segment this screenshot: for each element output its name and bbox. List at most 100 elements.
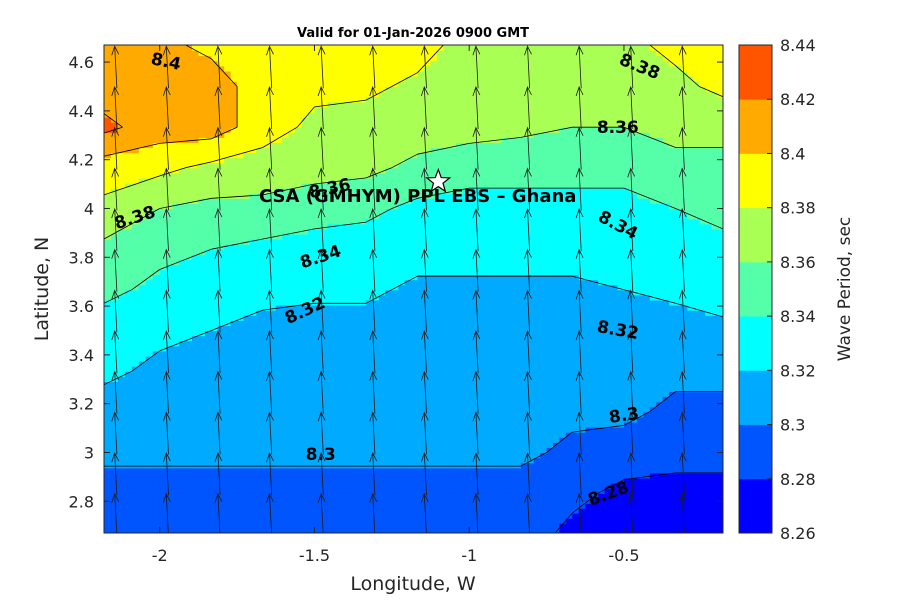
contour-cell [327,269,335,276]
contour-cell [717,381,723,388]
contour-cell [705,467,712,474]
contour-cell [204,528,212,533]
contour-cell [166,508,174,514]
contour-cell [585,493,593,499]
contour-cell [527,381,535,388]
contour-cell [378,467,387,474]
contour-cell [687,315,694,321]
contour-cell [404,325,412,332]
contour-cell [501,498,509,504]
contour-cell [172,386,180,393]
contour-cell [507,315,516,321]
contour-cell [630,345,638,352]
contour-cell [353,340,361,347]
contour-cell [469,462,477,469]
contour-cell [598,406,606,413]
contour-cell [366,467,374,474]
contour-cell [185,462,193,469]
contour-cell [217,310,225,316]
contour-cell [643,498,651,504]
contour-cell [145,310,154,316]
contour-cell [320,340,328,347]
contour-cell [243,310,251,316]
contour-cell [327,523,335,529]
contour-cell [572,401,580,408]
contour-cell [617,518,625,524]
contour-cell [179,472,187,479]
contour-cell [110,447,119,454]
contour-cell [456,452,464,459]
contour-cell [501,350,509,357]
contour-cell [145,391,154,398]
contour-cell [520,493,528,499]
contour-cell [411,462,419,469]
contour-cell [340,320,348,326]
contour-cell [507,528,516,533]
contour-cell [699,330,706,337]
contour-cell [237,396,245,403]
contour-cell [346,371,354,377]
contour-cell [308,467,316,474]
contour-cell [138,513,147,519]
contour-cell [430,376,438,382]
contour-cell [110,442,119,448]
contour-cell [372,503,380,509]
contour-cell [224,416,232,423]
contour-cell [649,381,657,388]
contour-cell [275,269,283,276]
contour-cell [417,315,425,321]
contour-cell [145,259,154,266]
contour-cell [693,432,700,438]
contour-cell [430,284,438,291]
contour-cell [256,477,264,484]
contour-cell [699,432,706,438]
contour-cell [224,371,232,377]
contour-cell [693,335,700,342]
contour-cell [333,421,341,428]
contour-cell [527,472,535,479]
contour-cell [462,457,470,464]
contour-cell [469,381,477,388]
contour-cell [611,488,619,494]
contour-cell [249,315,257,321]
contour-cell [372,315,380,321]
contour-cell [152,523,161,529]
contour-cell [507,345,516,352]
contour-cell [604,421,612,428]
contour-cell [366,452,374,459]
contour-cell [224,289,232,296]
contour-cell [152,361,161,367]
contour-cell [585,513,593,519]
contour-cell [204,320,212,326]
contour-cell [353,396,361,403]
contour-cell [391,335,399,342]
contour-cell [488,299,496,306]
contour-cell [662,299,670,306]
contour-cell [198,376,206,382]
contour-cell [475,350,483,357]
contour-cell [172,310,180,316]
contour-cell [705,488,712,494]
contour-cell [693,401,700,408]
contour-cell [411,503,419,509]
contour-cell [314,523,322,529]
contour-cell [417,401,425,408]
contour-cell [385,350,393,357]
contour-cell [533,386,541,393]
contour-cell [288,350,296,357]
contour-cell [546,361,554,367]
contour-cell [256,483,264,489]
contour-cell [623,437,632,443]
contour-cell [623,299,632,306]
contour-cell [117,432,126,438]
contour-cell [514,310,522,316]
contour-cell [553,513,561,519]
contour-cell [295,472,303,479]
contour-cell [249,523,257,529]
contour-cell [669,462,677,469]
contour-cell [131,274,140,281]
contour-cell [166,269,174,276]
contour-cell [507,340,516,347]
contour-cell [488,391,496,398]
contour-cell [320,305,328,311]
